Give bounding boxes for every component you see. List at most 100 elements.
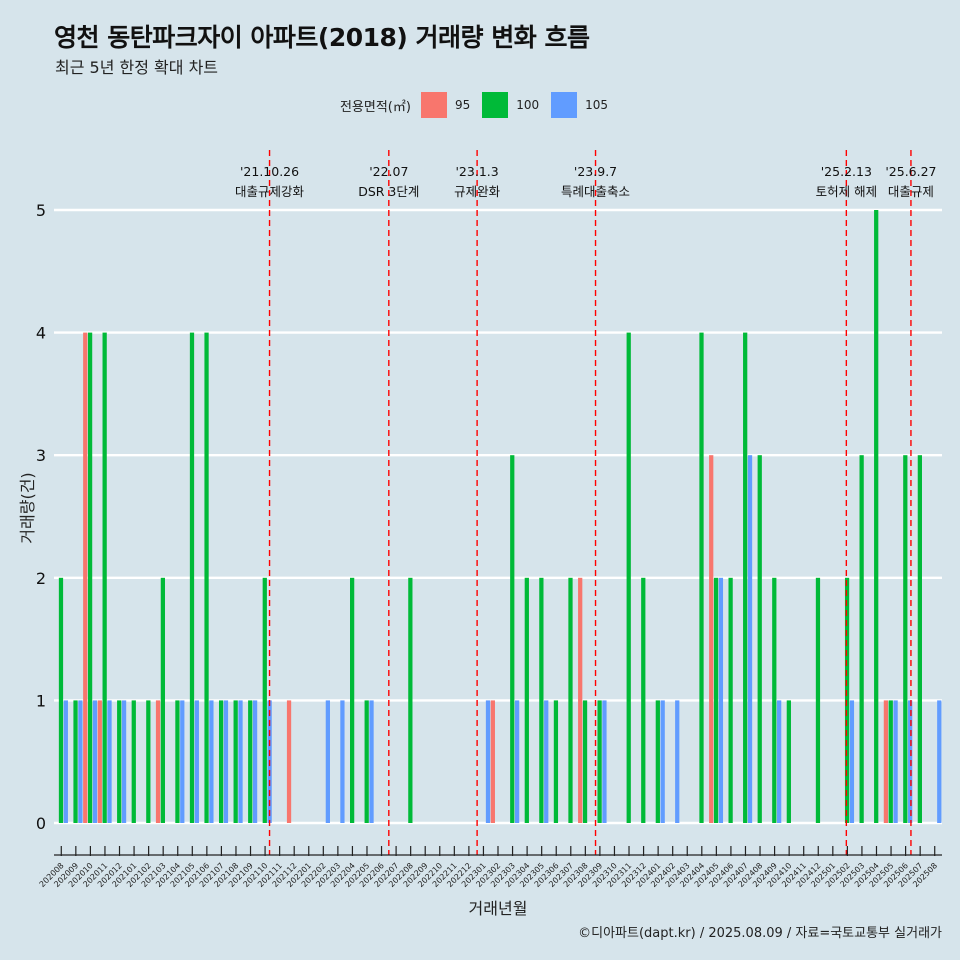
legend-label-95: 95 <box>454 98 471 112</box>
event-label-1: DSR 3단계 <box>358 184 419 199</box>
legend-swatch-95 <box>420 92 447 118</box>
event-label-3: 특례대출축소 <box>561 184 630 199</box>
bar-100-202408 <box>757 455 762 823</box>
bar-105-202305 <box>544 700 549 823</box>
event-date-4: '25.2.13 <box>821 164 872 179</box>
event-date-0: '21.10.26 <box>240 164 299 179</box>
bar-100-202404 <box>699 332 704 823</box>
bar-105-202407 <box>747 455 753 823</box>
bar-100-202307 <box>568 577 573 823</box>
bar-105-202505 <box>893 700 898 823</box>
event-label-5: 대출규제 <box>888 184 934 199</box>
bar-100-202106 <box>204 332 209 823</box>
y-tick-label-3: 3 <box>36 446 46 465</box>
chart-title: 영천 동탄파크자이 아파트(2018) 거래량 변화 흐름 <box>54 23 590 52</box>
bar-105-202104 <box>180 700 185 823</box>
bar-100-202107 <box>218 700 224 823</box>
legend-item-105: 105 <box>551 92 608 118</box>
x-axis-title: 거래년월 <box>469 899 528 918</box>
bar-100-202008 <box>58 577 64 823</box>
bar-105-202405 <box>718 577 724 823</box>
bar-105-202109 <box>252 700 258 823</box>
bar-105-202303 <box>514 700 520 823</box>
event-markers: '21.10.26 대출규제강화 '22.07 DSR 3단계 '23.1.3 규제완화 '… <box>235 150 937 855</box>
y-tick-label-1: 1 <box>36 691 46 710</box>
bar-105-202508 <box>937 700 942 823</box>
bar-105-202401 <box>660 700 665 823</box>
bar-100-202505 <box>888 700 893 823</box>
bar-105-202402 <box>675 700 680 823</box>
bar-95-202112 <box>286 700 292 823</box>
bar-100-202102 <box>146 700 151 823</box>
bar-95-202103 <box>155 700 161 823</box>
source-caption: ©디아파트(dapt.kr) / 2025.08.09 / 자료=국토교통부 실… <box>578 926 942 941</box>
event-date-5: '25.6.27 <box>885 164 936 179</box>
bar-100-202504 <box>874 210 879 823</box>
bar-100-202410 <box>786 700 791 823</box>
bar-100-202303 <box>510 455 515 823</box>
bar-105-202506 <box>908 700 913 823</box>
event-label-2: 규제완화 <box>454 184 501 199</box>
bar-100-202208 <box>408 577 413 823</box>
y-tick-label-0: 0 <box>36 814 46 833</box>
event-label-4: 토허제 해제 <box>816 184 877 199</box>
grid-lines <box>54 208 942 825</box>
bar-100-202108 <box>233 700 238 823</box>
y-tick-label-4: 4 <box>36 324 46 343</box>
bar-100-202502 <box>844 577 850 823</box>
bar-105-202009 <box>78 700 83 823</box>
bar-105-202205 <box>369 700 374 823</box>
bar-105-202108 <box>238 700 243 823</box>
bar-100-202412 <box>815 577 821 823</box>
bar-100-202507 <box>917 455 922 823</box>
bar-100-202304 <box>524 577 529 823</box>
legend-swatch-105 <box>551 92 578 118</box>
bar-95-202010 <box>83 332 88 823</box>
bar-105-202309 <box>602 700 607 823</box>
event-date-3: '23.9.7 <box>574 164 617 179</box>
bar-100-202401 <box>655 700 660 823</box>
bar-100-202101 <box>131 700 136 823</box>
bar-100-202205 <box>364 700 369 823</box>
event-label-0: 대출규제강화 <box>235 184 305 199</box>
bar-100-202105 <box>189 332 195 823</box>
bar-105-202011 <box>107 700 112 823</box>
bar-105-202008 <box>63 700 68 823</box>
bar-105-202203 <box>340 700 345 823</box>
legend: 전용면적(㎡) 95 100 105 <box>0 92 960 118</box>
legend-label-105: 105 <box>585 98 609 112</box>
y-axis-title: 거래량(건) <box>18 472 37 543</box>
legend-item-100: 100 <box>482 92 539 118</box>
y-tick-label-2: 2 <box>36 569 46 588</box>
bars <box>58 210 942 823</box>
bar-100-202308 <box>582 700 588 823</box>
legend-label-100: 100 <box>516 98 540 112</box>
bar-100-202012 <box>117 700 122 823</box>
bar-100-202305 <box>539 577 544 823</box>
bar-105-202010 <box>92 700 98 823</box>
bar-100-202204 <box>350 577 355 823</box>
bar-105-202202 <box>325 700 330 823</box>
bar-100-202103 <box>160 577 166 823</box>
bar-100-202311 <box>626 332 631 823</box>
bar-105-202106 <box>209 700 214 823</box>
bar-105-202105 <box>194 700 199 823</box>
bar-100-202406 <box>728 577 733 823</box>
bar-100-202405 <box>713 577 719 823</box>
legend-title: 전용면적(㎡) <box>339 99 411 115</box>
event-date-2: '23.1.3 <box>456 164 499 179</box>
bar-105-202301 <box>485 700 491 823</box>
bar-100-202506 <box>903 455 908 823</box>
bar-100-202312 <box>641 577 646 823</box>
bar-95-202308 <box>578 577 583 823</box>
bar-95-202011 <box>97 700 102 823</box>
bar-100-202110 <box>262 577 267 823</box>
y-tick-label-5: 5 <box>36 201 46 220</box>
bar-100-202010 <box>87 332 93 823</box>
bar-95-202405 <box>709 455 714 823</box>
legend-swatch-100 <box>482 92 509 118</box>
bar-100-202104 <box>175 700 180 823</box>
bar-100-202409 <box>772 577 777 823</box>
legend-item-95: 95 <box>420 92 471 118</box>
